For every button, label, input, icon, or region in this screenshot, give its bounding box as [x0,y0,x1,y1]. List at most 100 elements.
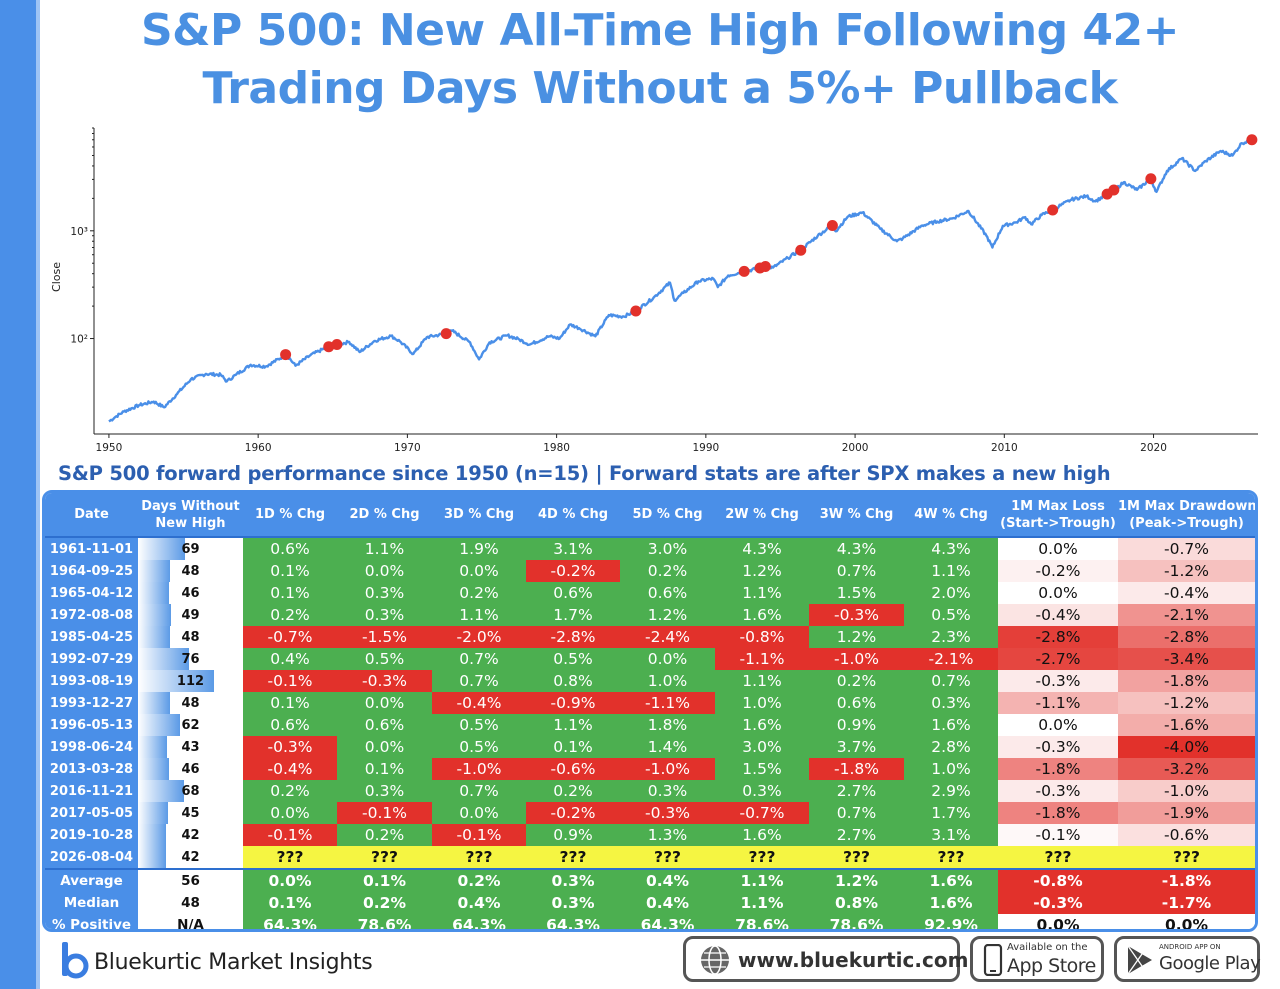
table-cell: -2.8% [1118,626,1255,648]
table-cell: 1.6% [904,868,998,892]
days-bar [138,692,171,714]
table-cell: 1.6% [715,604,809,626]
new-high-marker [1047,204,1059,216]
brand-name: Bluekurtic Market Insights [94,950,373,975]
table-cell: 0.5% [432,714,526,736]
table-cell: 0.6% [526,582,620,604]
title-line-2: Trading Days Without a 5%+ Pullback [202,63,1118,114]
table-cell: -0.4% [998,604,1118,626]
table-cell: Average [45,868,138,892]
column-header: 1D % Chg [243,493,337,538]
table-cell: ??? [337,846,432,869]
table-cell: 2019-10-28 [45,824,138,846]
table-cell: -1.0% [809,648,904,670]
table-cell: 2.0% [904,582,998,604]
table-cell: N/A [138,914,243,929]
x-tick-label: 1960 [245,442,272,454]
table-cell: 0.0% [243,802,337,824]
days-without-high-cell: 68 [138,780,243,802]
table-cell: 0.0% [998,914,1118,929]
column-header: 2W % Chg [715,493,809,538]
table-cell: 0.2% [337,892,432,914]
series-group [108,138,1253,423]
table-cell: 2013-03-28 [45,758,138,780]
table-cell: 3.1% [904,824,998,846]
column-header-line: 2D % Chg [349,507,420,522]
website-link[interactable]: www.bluekurtic.com [683,936,968,982]
globe-icon [701,945,729,975]
table-cell: 64.3% [620,914,715,929]
bluekurtic-logo-icon [62,942,89,979]
column-header: 3D % Chg [432,493,526,538]
days-without-high-cell: 76 [138,648,243,670]
table-cell: ??? [620,846,715,869]
column-header-line: Days Without [141,498,240,514]
table-cell: -0.4% [1118,582,1255,604]
new-high-marker [1145,173,1157,185]
table-cell: % Positive [45,914,138,929]
table-cell: 0.2% [243,780,337,802]
table-cell: ??? [432,846,526,869]
table-cell: 3.0% [715,736,809,758]
x-tick-label: 2000 [842,442,869,454]
table-cell: -1.7% [1118,892,1255,914]
table-cell: -0.7% [715,802,809,824]
column-header-line: 5D % Chg [632,507,703,522]
table-cell: -1.0% [620,758,715,780]
table-cell: -0.7% [1118,537,1255,560]
table-cell: 1.1% [715,892,809,914]
table-cell: 1964-09-25 [45,560,138,582]
table-cell: 1.9% [432,537,526,560]
column-header-line: 1D % Chg [254,507,325,522]
app-store-badge[interactable]: Available on the App Store [970,936,1104,982]
table-cell: 1.4% [620,736,715,758]
table-row: 2017-05-05 45 0.0% -0.1% 0.0% -0.2% -0.3% -0.7%… [45,802,1255,824]
column-header: 4W % Chg [904,493,998,538]
days-value: 45 [181,805,200,821]
table-cell: 0.3% [904,692,998,714]
days-bar [138,736,168,758]
header-row: Date Days Without New High 1D % Chg 2D % Chg… [45,493,1255,538]
table-cell: -2.1% [904,648,998,670]
days-bar [138,626,171,648]
table-cell: 0.1% [243,892,337,914]
days-without-high-cell: 48 [138,692,243,714]
column-header: 5D % Chg [620,493,715,538]
table-cell: 1.0% [904,758,998,780]
website-text: www.bluekurtic.com [738,948,969,972]
table-cell: 1996-05-13 [45,714,138,736]
table-cell: 1.0% [620,670,715,692]
table-cell: 1.2% [620,604,715,626]
left-accent-bar [0,0,40,989]
table-cell: 0.7% [432,780,526,802]
column-header: 4D % Chg [526,493,620,538]
table-cell: 0.2% [432,868,526,892]
table-cell: 78.6% [715,914,809,929]
table-cell: 2.3% [904,626,998,648]
google-play-badge[interactable]: ANDROID APP ON Google Play [1114,936,1261,982]
table-cell: 0.0% [998,582,1118,604]
table-cell: -1.0% [1118,780,1255,802]
x-tick-label: 2010 [991,442,1018,454]
table-cell: 1.3% [620,824,715,846]
table-cell: 0.3% [620,780,715,802]
play-icon [1127,945,1152,975]
play-small-text: ANDROID APP ON [1159,943,1221,951]
table-cell: 64.3% [243,914,337,929]
table-cell: 3.7% [809,736,904,758]
table-cell: 1.1% [904,560,998,582]
table-cell: -2.1% [1118,604,1255,626]
table-cell: 0.0% [1118,914,1255,929]
days-bar [138,758,170,780]
y-tick-label: 10² [70,334,88,346]
table-cell: -4.0% [1118,736,1255,758]
column-header: 1M Max Loss (Start->Trough) [998,493,1118,538]
app-store-small-text: Available on the [1007,942,1088,953]
table-cell: -1.9% [1118,802,1255,824]
table-cell: 1985-04-25 [45,626,138,648]
table-cell: 1.1% [715,582,809,604]
table-cell: 48 [138,892,243,914]
table-row: 2026-08-04 42????????????????????????????… [45,846,1255,869]
column-header: Date [45,493,138,538]
new-high-marker [1108,184,1120,196]
